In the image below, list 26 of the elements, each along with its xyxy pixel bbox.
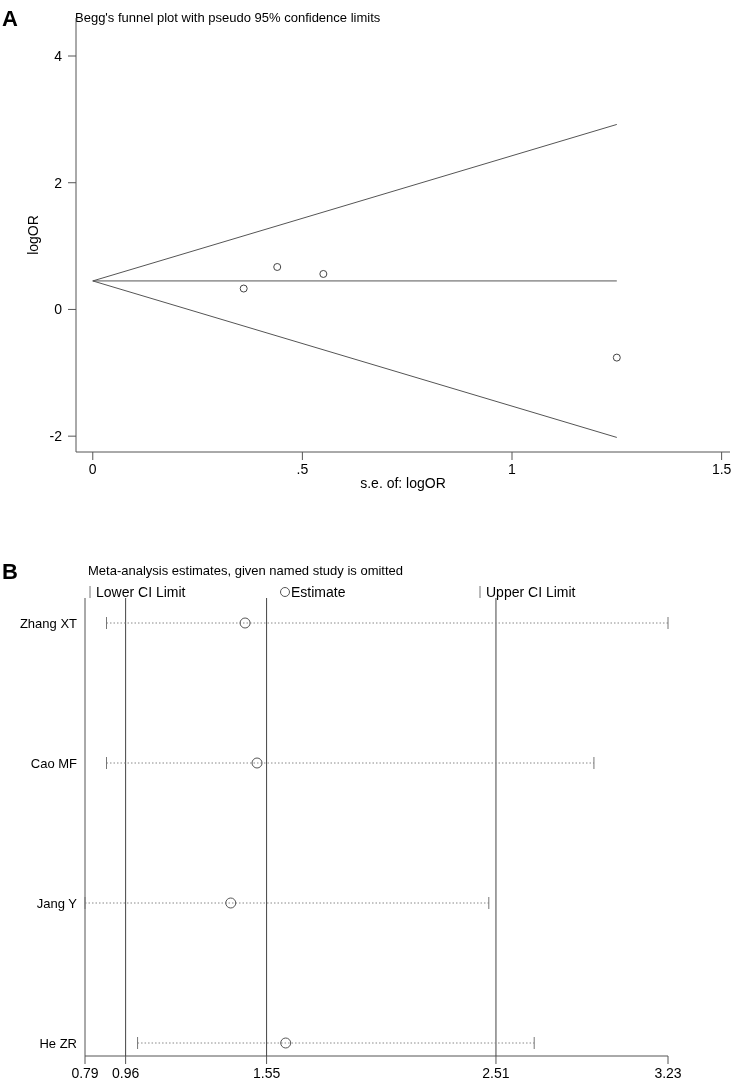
x-tick-label: 2.51 (482, 1065, 510, 1080)
x-tick-label: 0 (88, 461, 97, 477)
y-tick-label: He ZR (39, 1036, 77, 1051)
x-tick-label: 1.5 (711, 461, 732, 477)
chart-title: Meta-analysis estimates, given named study is omitted (88, 563, 404, 578)
x-axis-title: s.e. of: logOR (360, 475, 446, 491)
y-tick-label: 4 (54, 48, 63, 65)
annotation: Lower CI Limit (96, 584, 186, 600)
x-tick-label: .5 (296, 461, 309, 477)
legend-label: Estimate (291, 584, 346, 600)
x-tick-label: 1 (508, 461, 517, 477)
x-tick-label: 0.79 (71, 1065, 99, 1080)
text: B (2, 559, 18, 584)
y-tick-label: Cao MF (30, 756, 78, 771)
y-tick-label: Zhang XT (19, 616, 78, 631)
y-tick-label: -2 (49, 428, 63, 445)
text: A (2, 6, 18, 31)
x-tick-label: 3.23 (654, 1065, 682, 1080)
y-axis-title: logOR (25, 215, 41, 255)
x-tick-label: 0.96 (111, 1065, 140, 1080)
y-tick-label: 0 (54, 301, 63, 318)
chart-title: Begg's funnel plot with pseudo 95% confidence limits (75, 10, 381, 25)
x-tick-label: 1.55 (252, 1065, 281, 1080)
y-tick-label: 2 (54, 174, 63, 191)
annotation: Upper CI Limit (486, 584, 576, 600)
y-tick-label: Jang Y (36, 896, 78, 911)
